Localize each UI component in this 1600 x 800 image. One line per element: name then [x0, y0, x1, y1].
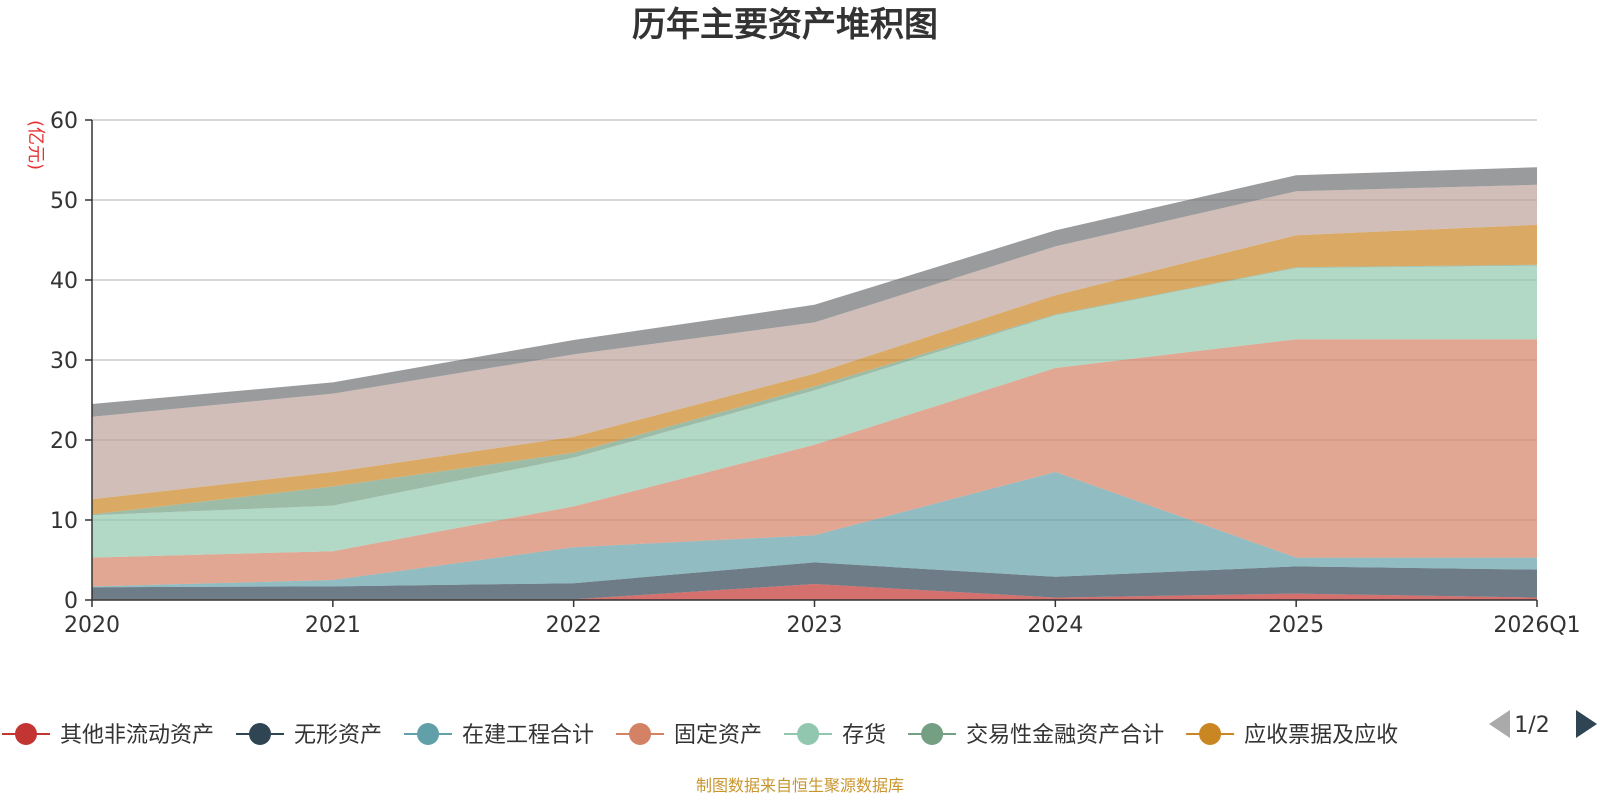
area-series-8[interactable] — [92, 167, 1537, 417]
legend-label-5: 交易性金融资产合计 — [966, 723, 1164, 748]
legend-item-0[interactable]: 其他非流动资产 — [2, 723, 214, 748]
area-series-4[interactable] — [92, 265, 1537, 558]
x-tick-label-4: 2024 — [1027, 613, 1083, 638]
y-tick-label-6: 60 — [50, 109, 78, 134]
legend-marker-2 — [417, 723, 440, 745]
legend-marker-1 — [249, 723, 272, 745]
x-tick-label-0: 2020 — [64, 613, 120, 638]
legend-prev-page-icon[interactable] — [1489, 710, 1510, 738]
chart-title: 历年主要资产堆积图 — [632, 5, 938, 45]
area-series-5[interactable] — [92, 264, 1537, 516]
y-tick-label-4: 40 — [50, 269, 78, 294]
legend-label-0: 其他非流动资产 — [60, 723, 214, 748]
legend-item-5[interactable]: 交易性金融资产合计 — [908, 723, 1164, 748]
legend-marker-3 — [629, 723, 652, 745]
legend-label-3: 固定资产 — [674, 723, 762, 748]
legend-item-2[interactable]: 在建工程合计 — [404, 723, 594, 748]
legend-item-3[interactable]: 固定资产 — [616, 723, 762, 748]
legend-label-1: 无形资产 — [294, 723, 382, 748]
legend-item-4[interactable]: 存货 — [784, 723, 886, 748]
legend-pager[interactable]: 1/2 — [1489, 710, 1597, 738]
y-tick-label-0: 0 — [64, 589, 78, 614]
area-series-2[interactable] — [92, 472, 1537, 588]
x-tick-label-3: 2023 — [787, 613, 843, 638]
legend-marker-0 — [15, 723, 37, 745]
x-tick-label-1: 2021 — [305, 613, 361, 638]
area-series-7[interactable] — [92, 184, 1537, 500]
y-tick-label-5: 50 — [50, 189, 78, 214]
area-series-1[interactable] — [92, 562, 1537, 600]
x-tick-label-5: 2025 — [1268, 613, 1324, 638]
area-series-0[interactable] — [92, 584, 1537, 600]
area-series-layer — [92, 167, 1537, 600]
x-tick-label-6: 2026Q1 — [1493, 613, 1580, 638]
legend-item-6[interactable]: 应收票据及应收 — [1186, 723, 1398, 748]
legend-marker-6 — [1199, 723, 1222, 745]
legend-next-page-icon[interactable] — [1576, 710, 1597, 738]
legend-page-indicator: 1/2 — [1514, 713, 1549, 738]
axes: 0 10 20 30 40 50 60 2020 2021 2022 2023 2024 2025 202… — [50, 109, 1581, 638]
legend[interactable]: 其他非流动资产 无形资产 在建工程合计 固定资产 存货 交易性金融资产合计 应收票据及应收 — [2, 723, 1398, 748]
legend-label-4: 存货 — [842, 723, 886, 748]
y-axis-unit-label: (亿元) — [25, 120, 46, 170]
y-tick-label-3: 30 — [50, 349, 78, 374]
legend-marker-5 — [921, 723, 944, 745]
data-source-note: 制图数据来自恒生聚源数据库 — [696, 776, 904, 795]
legend-item-1[interactable]: 无形资产 — [236, 723, 382, 748]
y-tick-label-2: 20 — [50, 429, 78, 454]
x-tick-label-2: 2022 — [546, 613, 602, 638]
area-series-3[interactable] — [92, 339, 1537, 587]
legend-label-2: 在建工程合计 — [462, 723, 594, 748]
legend-label-6: 应收票据及应收 — [1244, 723, 1398, 748]
area-series-6[interactable] — [92, 224, 1537, 515]
y-tick-label-1: 10 — [50, 509, 78, 534]
legend-marker-4 — [797, 723, 820, 745]
